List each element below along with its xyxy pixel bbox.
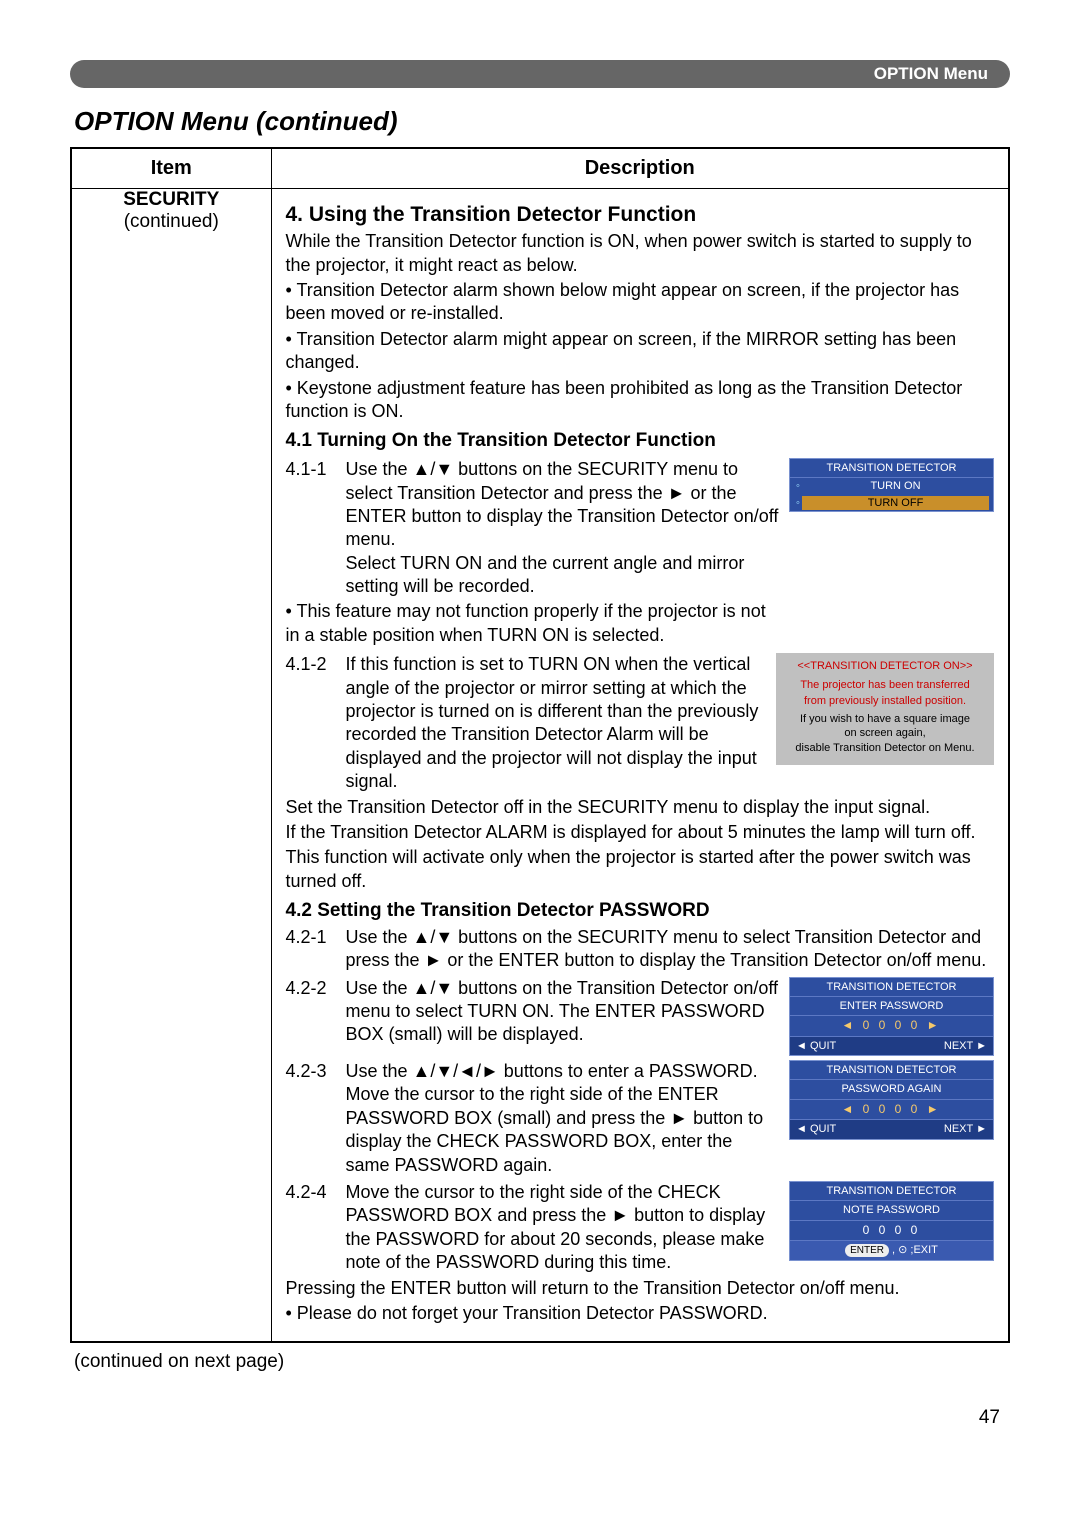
section-4-title: 4. Using the Transition Detector Functio… <box>286 201 995 228</box>
s4-b2: • Transition Detector alarm might appear… <box>286 328 995 375</box>
continued-note: (continued on next page) <box>70 1351 1010 1373</box>
warn-l5: disable Transition Detector on Menu. <box>782 741 988 755</box>
step-421-txt: Use the ▲/▼ buttons on the SECURITY menu… <box>346 926 995 973</box>
warn-title: <<TRANSITION DETECTOR ON>> <box>782 659 988 673</box>
warn-l1: The projector has been transferred <box>782 678 988 692</box>
osd4-enter: ENTER <box>845 1244 889 1257</box>
section-42-title: 4.2 Setting the Transition Detector PASS… <box>286 899 995 924</box>
item-name: SECURITY <box>72 189 271 211</box>
osd-turnon-menu: TRANSITION DETECTOR ◦TURN ON ◦TURN OFF <box>789 458 994 512</box>
osd4-title: TRANSITION DETECTOR <box>790 1182 993 1201</box>
section-41-title: 4.1 Turning On the Transition Detector F… <box>286 429 995 454</box>
s41-post2: If the Transition Detector ALARM is disp… <box>286 821 995 844</box>
osd1-on: TURN ON <box>802 479 989 493</box>
osd3-title: TRANSITION DETECTOR <box>790 1061 993 1080</box>
osd2-digits: ◄ 0 0 0 0 ► <box>790 1016 993 1036</box>
warn-l4: on screen again, <box>782 726 988 740</box>
step-412-txt: If this function is set to TURN ON when … <box>346 653 767 793</box>
step-422-txt: Use the ▲/▼ buttons on the Transition De… <box>346 977 780 1047</box>
th-desc: Description <box>271 148 1009 189</box>
s41-post3: This function will activate only when th… <box>286 846 995 893</box>
osd2-title: TRANSITION DETECTOR <box>790 978 993 997</box>
osd4-sub: NOTE PASSWORD <box>790 1201 993 1220</box>
s4-b3: • Keystone adjustment feature has been p… <box>286 377 995 424</box>
s41-post1: Set the Transition Detector off in the S… <box>286 796 995 819</box>
s4-b1: • Transition Detector alarm shown below … <box>286 279 995 326</box>
osd3-digits: ◄ 0 0 0 0 ► <box>790 1100 993 1120</box>
osd-note-password: TRANSITION DETECTOR NOTE PASSWORD 0 0 0 … <box>789 1181 994 1260</box>
osd3-next: NEXT ► <box>944 1122 987 1136</box>
page-number: 47 <box>70 1407 1010 1429</box>
osd1-title: TRANSITION DETECTOR <box>790 459 993 478</box>
step-411-txt2: Select TURN ON and the current angle and… <box>286 552 780 599</box>
step-421-num: 4.2-1 <box>286 926 346 973</box>
osd-alarm-box: <<TRANSITION DETECTOR ON>> The projector… <box>776 653 994 765</box>
desc-cell: 4. Using the Transition Detector Functio… <box>271 189 1009 1343</box>
header-bar: OPTION Menu <box>70 60 1010 88</box>
osd-enter-password: TRANSITION DETECTOR ENTER PASSWORD ◄ 0 0… <box>789 977 994 1056</box>
header-label: OPTION Menu <box>874 64 988 84</box>
step-422-num: 4.2-2 <box>286 977 346 1047</box>
osd4-exit: , ⊙ ;EXIT <box>892 1244 938 1256</box>
th-item: Item <box>71 148 271 189</box>
osd2-sub: ENTER PASSWORD <box>790 997 993 1016</box>
s42-post2: • Please do not forget your Transition D… <box>286 1302 995 1325</box>
step-411-num: 4.1-1 <box>286 458 346 552</box>
step-424-txt: Move the cursor to the right side of the… <box>346 1181 780 1275</box>
warn-l2: from previously installed position. <box>782 694 988 708</box>
osd2-quit: ◄ QUIT <box>796 1039 836 1053</box>
osd1-off: TURN OFF <box>802 496 989 510</box>
osd2-next: NEXT ► <box>944 1039 987 1053</box>
s41-note: • This feature may not function properly… <box>286 600 780 647</box>
option-table: Item Description SECURITY (continued) 4.… <box>70 147 1010 1343</box>
step-423-num: 4.2-3 <box>286 1060 346 1177</box>
step-411-txt: Use the ▲/▼ buttons on the SECURITY menu… <box>346 458 780 552</box>
warn-l3: If you wish to have a square image <box>782 712 988 726</box>
osd3-sub: PASSWORD AGAIN <box>790 1080 993 1099</box>
item-cell: SECURITY (continued) <box>71 189 271 1343</box>
osd3-quit: ◄ QUIT <box>796 1122 836 1136</box>
item-continued: (continued) <box>72 211 271 233</box>
osd4-digits: 0 0 0 0 <box>790 1221 993 1241</box>
osd-password-again: TRANSITION DETECTOR PASSWORD AGAIN ◄ 0 0… <box>789 1060 994 1139</box>
step-424-num: 4.2-4 <box>286 1181 346 1275</box>
s42-post1: Pressing the ENTER button will return to… <box>286 1277 995 1300</box>
s4-intro: While the Transition Detector function i… <box>286 230 995 277</box>
step-412-num: 4.1-2 <box>286 653 346 793</box>
step-423-txt: Use the ▲/▼/◄/► buttons to enter a PASSW… <box>346 1060 780 1177</box>
page-title: OPTION Menu (continued) <box>70 106 1010 137</box>
